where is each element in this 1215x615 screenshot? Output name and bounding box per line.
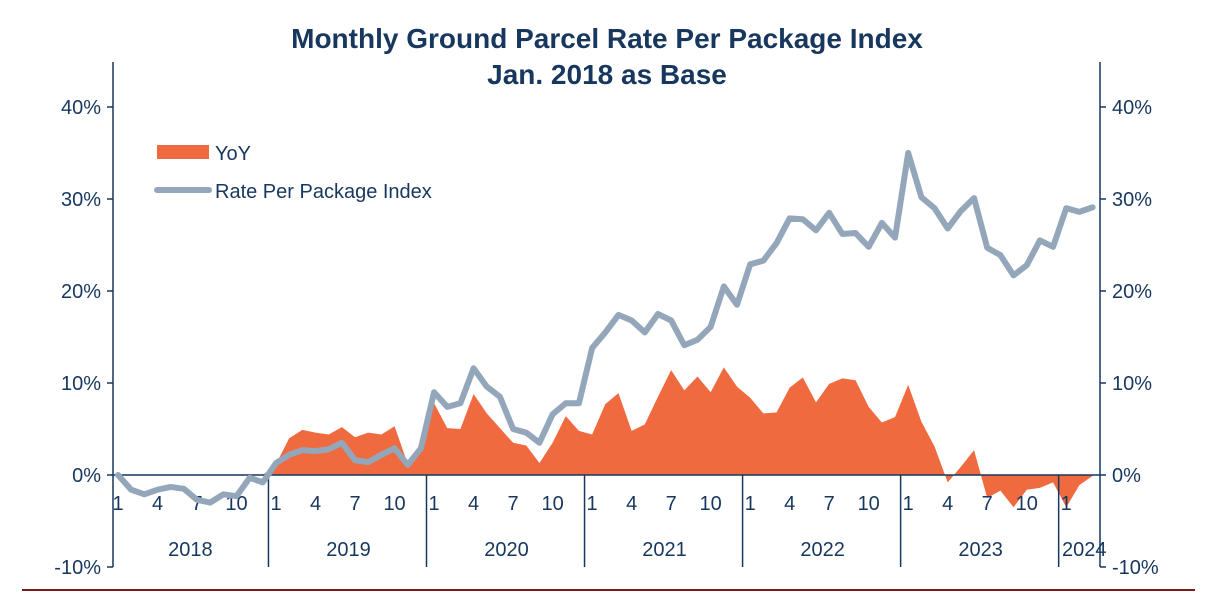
right-tick-label: -10% [1112, 557, 1159, 579]
year-label: 2023 [958, 539, 1003, 561]
legend-label-index: Rate Per Package Index [215, 181, 432, 203]
right-tick-label: 30% [1112, 189, 1152, 211]
yoy-area [262, 367, 1093, 508]
index-line [115, 150, 1096, 506]
left-tick-label: 30% [61, 189, 101, 211]
month-tick-label: 1 [903, 493, 914, 515]
month-tick-label: 7 [824, 493, 835, 515]
month-tick-label: 10 [700, 493, 722, 515]
month-tick-label: 10 [858, 493, 880, 515]
right-tick-label: 20% [1112, 281, 1152, 303]
legend-label-yoy: YoY [215, 143, 251, 165]
left-tick-label: 0% [72, 465, 101, 487]
month-tick-label: 4 [942, 493, 953, 515]
month-tick-label: 10 [541, 493, 563, 515]
month-tick-label: 10 [1016, 493, 1038, 515]
right-tick-label: 10% [1112, 373, 1152, 395]
month-tick-label: 7 [508, 493, 519, 515]
month-tick-label: 4 [626, 493, 637, 515]
year-label: 2021 [642, 539, 687, 561]
month-tick-label: 1 [587, 493, 598, 515]
month-tick-label: 10 [225, 493, 247, 515]
left-tick-label: 10% [61, 373, 101, 395]
chart-title: Monthly Ground Parcel Rate Per Package I… [291, 23, 923, 54]
month-tick-label: 10 [383, 493, 405, 515]
year-label: 2020 [484, 539, 529, 561]
legend: YoY Rate Per Package Index [154, 143, 432, 203]
left-tick-label: 40% [61, 97, 101, 119]
month-tick-label: 1 [1061, 493, 1072, 515]
year-label: 2018 [168, 539, 213, 561]
right-tick-label: 0% [1112, 465, 1141, 487]
left-tick-label: -10% [54, 557, 101, 579]
legend-swatch-yoy [157, 145, 209, 159]
month-tick-label: 1 [429, 493, 440, 515]
month-tick-label: 4 [152, 493, 163, 515]
month-tick-label: 7 [191, 493, 202, 515]
month-tick-label: 4 [468, 493, 479, 515]
year-label: 2024 [1062, 539, 1107, 561]
month-tick-label: 7 [982, 493, 993, 515]
chart-subtitle: Jan. 2018 as Base [487, 59, 727, 90]
month-tick-label: 1 [112, 493, 123, 515]
left-tick-label: 20% [61, 281, 101, 303]
year-label: 2019 [326, 539, 371, 561]
month-tick-label: 1 [745, 493, 756, 515]
month-tick-label: 7 [666, 493, 677, 515]
right-tick-label: 40% [1112, 97, 1152, 119]
month-tick-label: 4 [784, 493, 795, 515]
month-tick-label: 7 [349, 493, 360, 515]
year-label: 2022 [800, 539, 845, 561]
month-tick-label: 1 [270, 493, 281, 515]
month-tick-label: 4 [310, 493, 321, 515]
